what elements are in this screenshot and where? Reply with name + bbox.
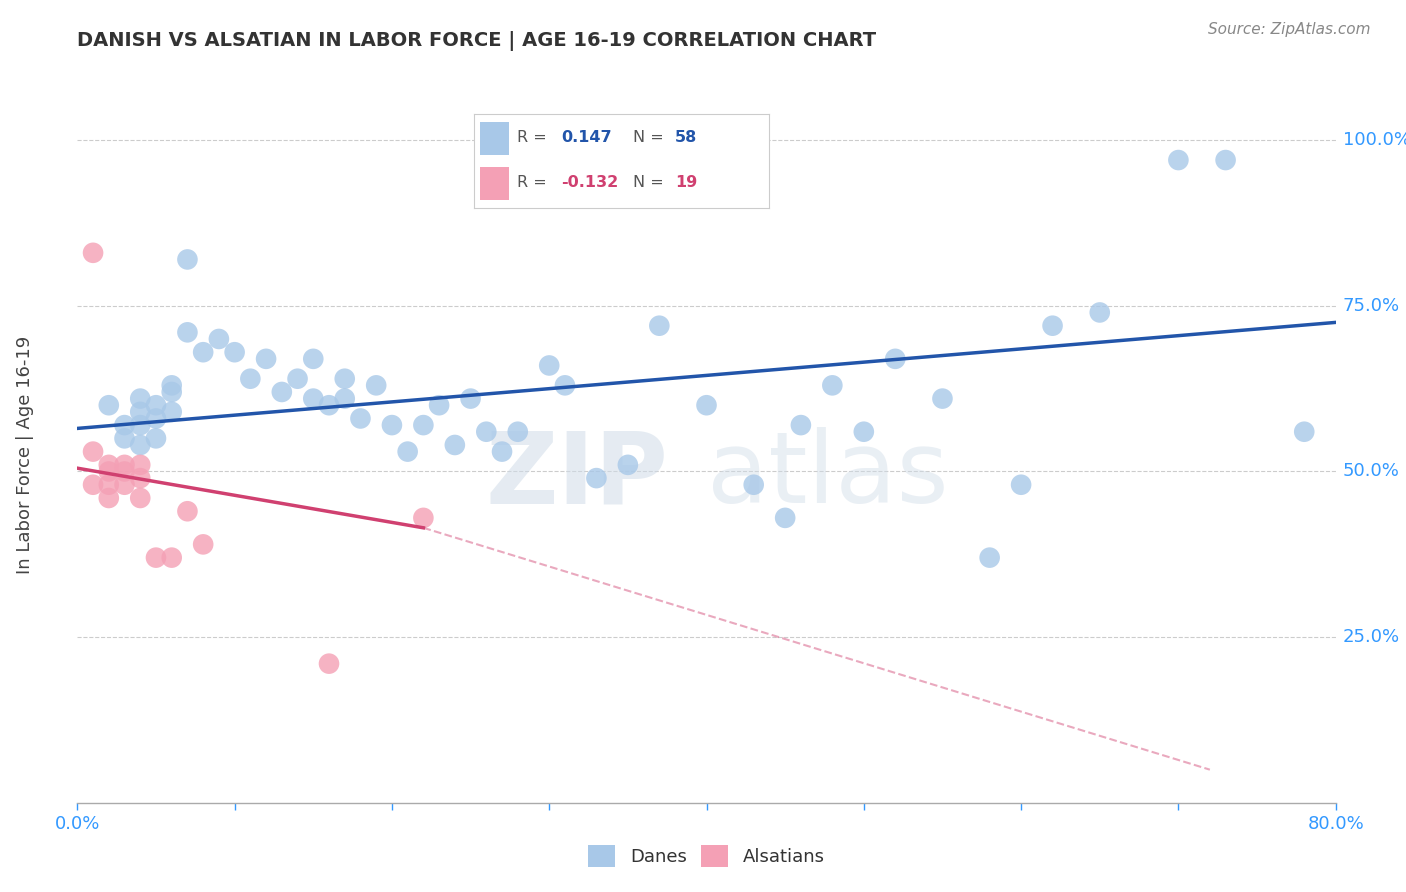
Point: [318, 657, 340, 671]
Point: [773, 511, 796, 525]
Point: [931, 392, 953, 406]
Point: [287, 372, 309, 386]
Point: [145, 550, 167, 565]
Point: [333, 372, 356, 386]
Point: [160, 550, 183, 565]
Point: [97, 465, 120, 479]
Text: DANISH VS ALSATIAN IN LABOR FORCE | AGE 16-19 CORRELATION CHART: DANISH VS ALSATIAN IN LABOR FORCE | AGE …: [77, 31, 876, 51]
Point: [1010, 477, 1032, 491]
Point: [129, 491, 152, 505]
Point: [491, 444, 513, 458]
Point: [82, 444, 104, 458]
Point: [129, 418, 152, 433]
Point: [129, 438, 152, 452]
Point: [129, 392, 152, 406]
Point: [97, 398, 120, 412]
Point: [538, 359, 561, 373]
Point: [176, 504, 198, 518]
Point: [114, 431, 136, 445]
Point: [318, 398, 340, 412]
Point: [97, 458, 120, 472]
Point: [176, 326, 198, 340]
Text: 50.0%: 50.0%: [1343, 462, 1399, 481]
Point: [160, 405, 183, 419]
Text: 75.0%: 75.0%: [1343, 297, 1400, 315]
Point: [852, 425, 875, 439]
Point: [1088, 305, 1111, 319]
Point: [427, 398, 450, 412]
Point: [381, 418, 404, 433]
Point: [444, 438, 467, 452]
Legend: Danes, Alsatians: Danes, Alsatians: [581, 838, 832, 874]
Point: [349, 411, 371, 425]
Point: [1042, 318, 1064, 333]
Text: atlas: atlas: [707, 427, 948, 524]
Point: [979, 550, 1001, 565]
Point: [160, 378, 183, 392]
Point: [82, 245, 104, 260]
Text: ZIP: ZIP: [486, 427, 669, 524]
Point: [129, 471, 152, 485]
Point: [129, 458, 152, 472]
Point: [114, 418, 136, 433]
Point: [790, 418, 813, 433]
Point: [1167, 153, 1189, 167]
Text: 25.0%: 25.0%: [1343, 628, 1400, 646]
Point: [239, 372, 262, 386]
Point: [145, 411, 167, 425]
Point: [333, 392, 356, 406]
Text: 100.0%: 100.0%: [1343, 131, 1406, 149]
Point: [475, 425, 498, 439]
Point: [160, 384, 183, 399]
Point: [224, 345, 246, 359]
Point: [884, 351, 907, 366]
Point: [191, 537, 215, 551]
Point: [506, 425, 529, 439]
Point: [302, 351, 325, 366]
Point: [82, 477, 104, 491]
Point: [617, 458, 640, 472]
Point: [585, 471, 607, 485]
Point: [270, 384, 292, 399]
Point: [114, 477, 136, 491]
Point: [145, 431, 167, 445]
Point: [191, 345, 215, 359]
Point: [176, 252, 198, 267]
Point: [412, 511, 434, 525]
Point: [554, 378, 576, 392]
Point: [460, 392, 482, 406]
Point: [208, 332, 231, 346]
Point: [742, 477, 765, 491]
Point: [97, 491, 120, 505]
Point: [396, 444, 419, 458]
Point: [1215, 153, 1237, 167]
Point: [129, 405, 152, 419]
Point: [254, 351, 277, 366]
Point: [1294, 425, 1316, 439]
Point: [145, 398, 167, 412]
Point: [412, 418, 434, 433]
Text: In Labor Force | Age 16-19: In Labor Force | Age 16-19: [17, 335, 34, 574]
Point: [696, 398, 718, 412]
Point: [366, 378, 388, 392]
Point: [114, 465, 136, 479]
Point: [821, 378, 844, 392]
Point: [97, 477, 120, 491]
Text: Source: ZipAtlas.com: Source: ZipAtlas.com: [1208, 22, 1371, 37]
Point: [648, 318, 671, 333]
Point: [114, 458, 136, 472]
Point: [302, 392, 325, 406]
